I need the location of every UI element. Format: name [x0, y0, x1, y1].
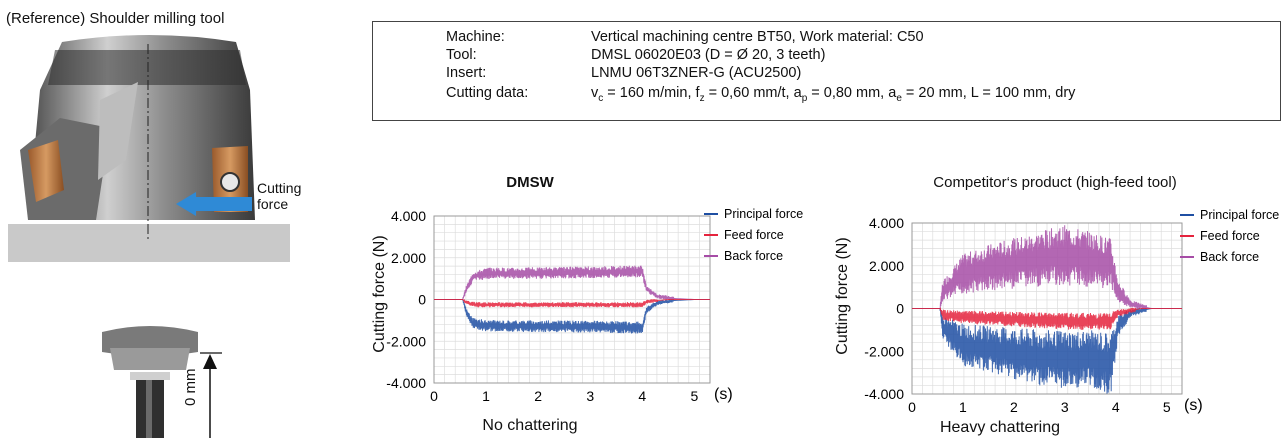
dimension-label: 0 mm — [182, 368, 199, 407]
x-tick-label: 4 — [638, 388, 646, 404]
series-line-principal-force — [912, 307, 1182, 394]
cutting-data-value: vc = 160 m/min, fz = 0,60 mm/t, ap = 0,8… — [591, 85, 1076, 104]
insert-label: Insert: — [446, 65, 487, 81]
insert — [28, 140, 64, 202]
legend-label: Back force — [724, 249, 783, 263]
chart-caption: Heavy chattering — [939, 419, 1061, 436]
series-line-back-force — [434, 265, 710, 301]
y-tick-label: 4.000 — [391, 208, 426, 224]
workpiece — [8, 224, 290, 262]
reference-title: (Reference) Shoulder milling tool — [6, 10, 225, 27]
series-line-feed-force — [434, 299, 710, 308]
x-tick-label: 1 — [482, 388, 490, 404]
cutting-data-label: Cutting data: — [446, 85, 529, 101]
cutting-force-label: force — [257, 196, 289, 212]
x-tick-label: 5 — [1163, 399, 1171, 415]
y-tick-label: -2.000 — [386, 333, 426, 349]
y-tick-label: -2.000 — [864, 343, 904, 359]
chart-caption: No chattering — [482, 417, 578, 434]
x-axis-unit: (s) — [1184, 397, 1203, 414]
x-tick-label: 2 — [1010, 399, 1018, 415]
x-tick-label: 0 — [430, 388, 438, 404]
x-tick-label: 1 — [959, 399, 967, 415]
legend-label: Feed force — [1200, 229, 1260, 243]
shoulder-milling-tool-illustration — [8, 35, 290, 438]
tool-label: Tool: — [446, 47, 477, 63]
legend-label: Principal force — [1200, 208, 1279, 222]
cutting-force-label: Cutting — [257, 180, 302, 196]
series-line-feed-force — [912, 307, 1182, 330]
machine-label: Machine: — [446, 29, 505, 45]
y-tick-label: 2.000 — [391, 250, 426, 266]
x-tick-label: 3 — [1061, 399, 1069, 415]
y-tick-label: 2.000 — [869, 258, 904, 274]
y-tick-label: 0 — [896, 301, 904, 317]
x-tick-label: 0 — [908, 399, 916, 415]
x-tick-label: 4 — [1112, 399, 1120, 415]
x-tick-label: 3 — [586, 388, 594, 404]
chart-title: DMSW — [506, 174, 554, 191]
x-tick-label: 5 — [690, 388, 698, 404]
chart-title: Competitor‘s product (high-feed tool) — [933, 174, 1177, 191]
x-tick-label: 2 — [534, 388, 542, 404]
y-tick-label: 0 — [418, 292, 426, 308]
tool-value: DMSL 06020E03 (D = Ø 20, 3 teeth) — [591, 47, 826, 63]
cutting-force-arrow — [196, 197, 252, 211]
x-axis-unit: (s) — [714, 386, 733, 403]
y-tick-label: -4.000 — [386, 375, 426, 391]
insert-value: LNMU 06T3ZNER-G (ACU2500) — [591, 65, 802, 81]
y-tick-label: 4.000 — [869, 215, 904, 231]
conditions-box — [372, 21, 1281, 121]
legend-label: Back force — [1200, 250, 1259, 264]
legend-label: Feed force — [724, 228, 784, 242]
series-line-principal-force — [434, 299, 710, 334]
machine-value: Vertical machining centre BT50, Work mat… — [591, 29, 924, 45]
legend-label: Principal force — [724, 207, 803, 221]
y-tick-label: -4.000 — [864, 386, 904, 402]
